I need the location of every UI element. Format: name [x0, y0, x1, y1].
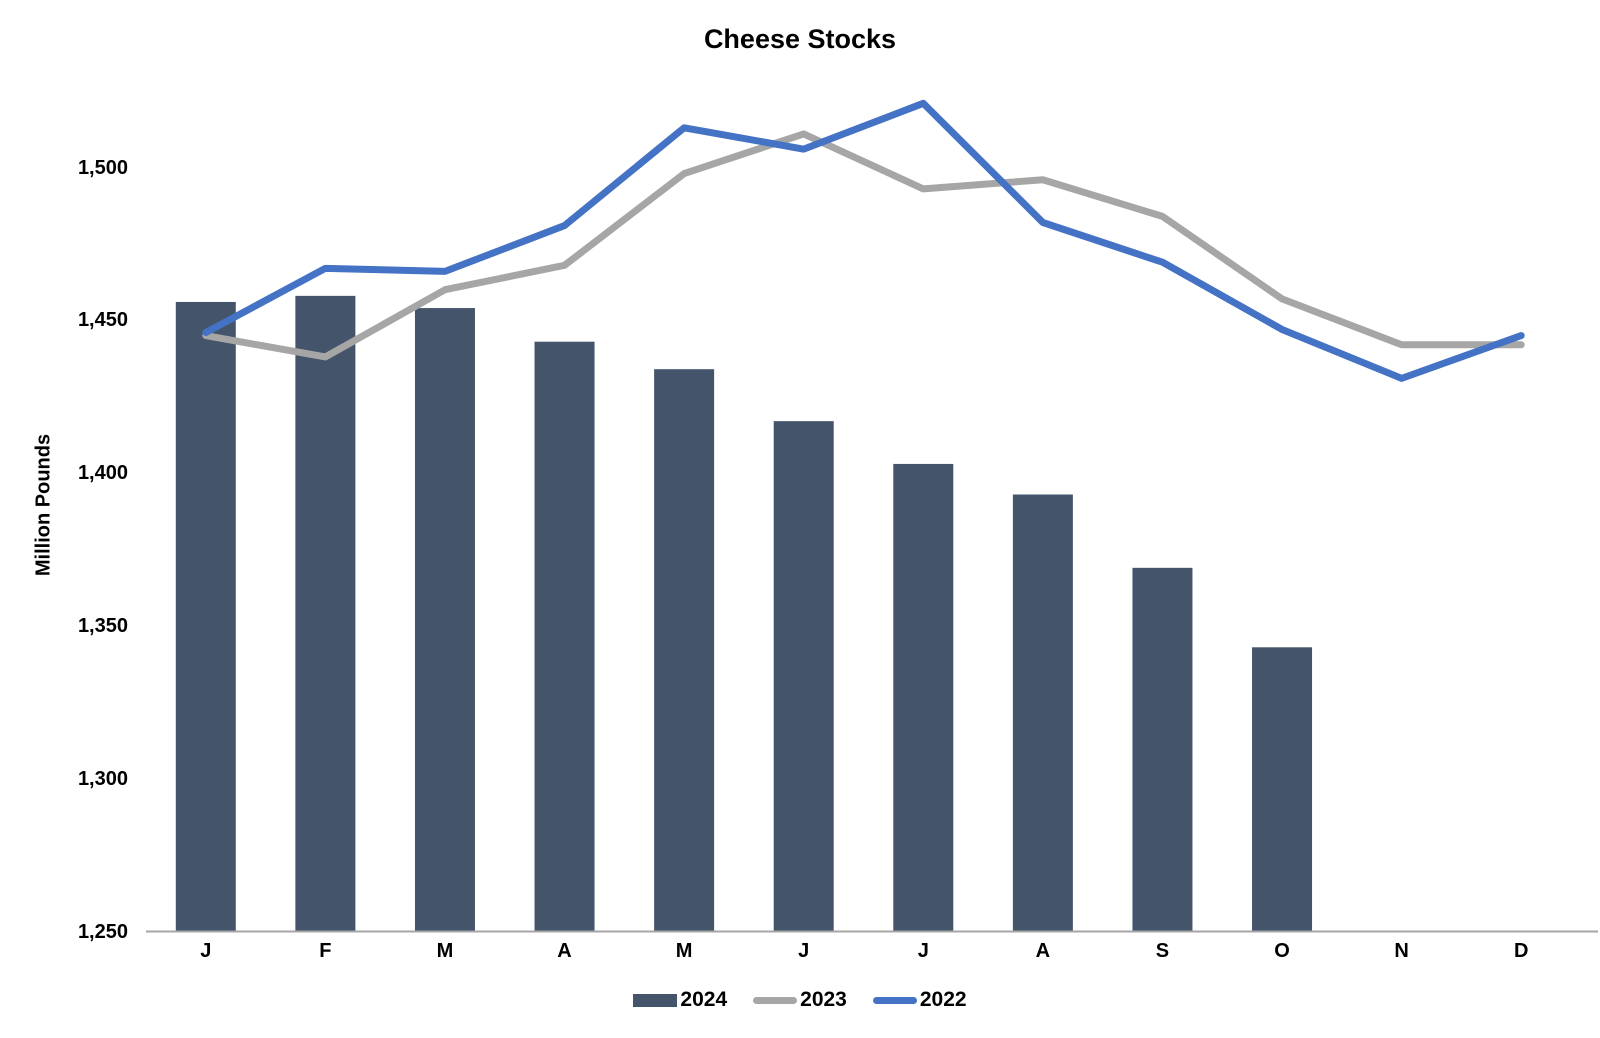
- x-tick-label-S9: S: [1155, 940, 1170, 962]
- y-tick-label-1,300: 1,300: [77, 767, 128, 790]
- bar-2024-M3: [414, 308, 475, 932]
- legend-label-2022: 2022: [919, 988, 967, 1011]
- x-tick-label-D12: D: [1513, 940, 1529, 962]
- x-tick-label-M3: M: [436, 940, 454, 962]
- bar-2024-A4: [534, 341, 595, 932]
- bar-2024-A8: [1012, 494, 1073, 932]
- x-tick-label-J6: J: [798, 940, 810, 962]
- legend-item-2022: 2022: [872, 988, 967, 1012]
- chart-title: Cheese Stocks: [703, 24, 897, 54]
- legend-bar-swatch-2024: [633, 993, 678, 1007]
- x-tick-label-O10: O: [1274, 940, 1290, 962]
- x-tick-label-F2: F: [319, 940, 332, 962]
- y-tick-label-1,500: 1,500: [77, 156, 128, 179]
- legend-item-2024: 2024: [633, 988, 727, 1012]
- legend-item-2023: 2023: [753, 988, 847, 1012]
- bar-2024-J6: [773, 421, 834, 932]
- legend-label-2024: 2024: [680, 988, 728, 1011]
- bar-2024-O10: [1252, 647, 1313, 932]
- x-tick-label-A4: A: [557, 940, 572, 962]
- bar-2024-M5: [654, 369, 715, 932]
- line-2022: [202, 99, 1525, 382]
- y-tick-label-1,250: 1,250: [77, 920, 128, 943]
- y-tick-label-1,350: 1,350: [77, 614, 128, 637]
- bar-2024-F2: [295, 295, 356, 932]
- y-tick-label-1,450: 1,450: [77, 309, 128, 332]
- bar-2024-J1: [175, 301, 236, 932]
- legend: 2024 2023 2022: [0, 988, 1600, 1012]
- y-tick-label-1,400: 1,400: [77, 462, 128, 485]
- x-tick-label-A8: A: [1035, 940, 1051, 962]
- bar-2024-J7: [893, 463, 954, 932]
- line-2023: [202, 130, 1525, 361]
- x-tick-label-M5: M: [675, 940, 693, 962]
- x-tick-label-J7: J: [917, 940, 929, 962]
- legend-label-2023: 2023: [800, 988, 847, 1011]
- x-tick-label-J1: J: [200, 940, 212, 962]
- bar-2024-S9: [1132, 567, 1193, 932]
- legend-line-swatch-2023: [753, 996, 798, 1004]
- x-tick-label-N11: N: [1394, 940, 1409, 962]
- legend-line-swatch-2022: [872, 996, 917, 1004]
